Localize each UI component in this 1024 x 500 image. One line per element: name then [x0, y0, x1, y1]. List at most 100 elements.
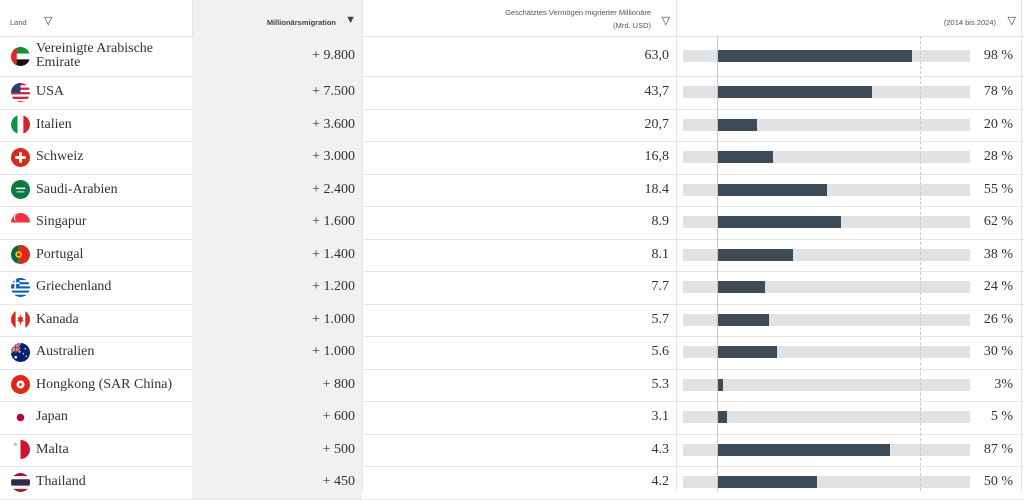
country-name: Hongkong (SAR China) [36, 376, 173, 392]
growth-bar [717, 378, 723, 391]
wealth-value: 7.7 [651, 279, 670, 295]
migration-cell-bg [192, 336, 362, 369]
migration-value: + 800 [322, 376, 355, 392]
growth-pct-label: 38 % [983, 246, 1013, 262]
singapore-flag-icon [11, 212, 30, 232]
migration-value: + 9.800 [312, 48, 355, 63]
table-row[interactable]: Hongkong (SAR China) + 800 5.3 3% [0, 368, 1024, 402]
migration-cell-bg [192, 173, 362, 206]
saudi-arabia-flag-icon [11, 180, 30, 200]
country-name: Saudi-Arabien [36, 181, 118, 197]
wealth-value: 43,7 [644, 84, 670, 100]
table-row[interactable]: Australien + 1.000 5.6 30 % [0, 336, 1024, 370]
growth-bar [717, 216, 841, 229]
country-name: Griechenland [36, 279, 112, 295]
country-name: Vereinigte Arabische Emirate [36, 41, 154, 70]
growth-bar-track [683, 476, 970, 489]
growth-pct-label: 24 % [983, 279, 1013, 295]
migration-value: + 1.400 [312, 246, 355, 262]
growth-pct-label: 26 % [983, 311, 1013, 327]
wealth-value: 16,8 [644, 149, 670, 165]
column-divider [676, 0, 677, 491]
growth-pct-label: 3% [994, 376, 1013, 392]
country-name: Thailand [36, 474, 86, 490]
sort-filled-triangle-icon[interactable]: ▼ [345, 14, 356, 26]
migration-cell-bg [192, 141, 362, 174]
table-row[interactable]: Saudi-Arabien + 2.400 18.4 55 % [0, 173, 1024, 207]
table-row[interactable]: Schweiz + 3.000 16,8 28 % [0, 141, 1024, 175]
wealth-value: 5.7 [651, 311, 670, 327]
column-divider [362, 0, 363, 491]
growth-bar-track [683, 313, 970, 326]
migration-cell-bg [192, 238, 362, 271]
table-row[interactable]: Griechenland + 1.200 7.7 24 % [0, 271, 1024, 305]
table-row[interactable]: Vereinigte Arabische Emirate + 9.800 63,0 9… [0, 36, 1024, 77]
table-row[interactable]: Singapur + 1.600 8.9 62 % [0, 206, 1024, 240]
growth-pct-label: 5 % [990, 409, 1013, 425]
growth-pct-label: 78 % [983, 84, 1013, 100]
table-row[interactable]: Thailand + 450 4.2 50 % [0, 466, 1024, 500]
migration-cell-bg [192, 303, 362, 336]
migration-cell-bg [192, 368, 362, 401]
header-growth[interactable]: (2014 bis 2024) ▽ [676, 0, 1024, 36]
country-name: Kanada [36, 311, 79, 327]
migration-value: + 3.000 [312, 149, 355, 165]
country-name: Australien [36, 344, 95, 360]
column-divider [1021, 0, 1022, 491]
header-land-label: Land [10, 18, 27, 27]
growth-bar-track [683, 183, 970, 196]
header-migration[interactable]: Millionärsmigration ▼ [192, 0, 362, 36]
migration-value: + 450 [322, 474, 355, 490]
table-row[interactable]: Malta + 500 4.3 87 % [0, 433, 1024, 467]
migration-value: + 1.200 [312, 279, 355, 295]
canada-flag-icon [11, 310, 30, 330]
growth-pct-label: 87 % [983, 441, 1013, 457]
migration-value: + 2.400 [312, 181, 355, 197]
migration-cell-bg [192, 206, 362, 239]
migration-cell-bg [192, 401, 362, 434]
usa-flag-icon [11, 82, 30, 102]
table-row[interactable]: Italien + 3.600 20,7 20 % [0, 108, 1024, 142]
migration-value: + 3.600 [312, 116, 355, 132]
growth-pct-label: 20 % [983, 116, 1013, 132]
growth-bar-track [683, 346, 970, 359]
migration-value: + 600 [322, 409, 355, 425]
switzerland-flag-icon [11, 147, 30, 167]
greece-flag-icon [11, 277, 30, 297]
sort-outline-triangle-icon[interactable]: ▽ [661, 15, 670, 27]
wealth-value: 63,0 [644, 48, 670, 63]
country-name: Japan [36, 409, 68, 425]
migration-cell-bg [192, 108, 362, 141]
header-wealth[interactable]: Geschätztes Vermögen migrierter Millionä… [362, 0, 676, 36]
growth-bar-track [683, 281, 970, 294]
sort-outline-triangle-icon[interactable]: ▽ [44, 15, 53, 27]
migration-cell-bg [192, 271, 362, 304]
wealth-value: 5.6 [651, 344, 670, 360]
header-migration-label: Millionärsmigration [266, 18, 336, 27]
table-row[interactable]: Portugal + 1.400 8.1 38 % [0, 238, 1024, 272]
bar-reference-line [920, 36, 921, 491]
migration-cell-bg [192, 433, 362, 466]
growth-bar [717, 281, 765, 294]
table-header: Land ▽ Millionärsmigration ▼ Geschätztes… [0, 0, 1024, 37]
hong-kong-flag-icon [11, 375, 30, 395]
bar-baseline [717, 36, 718, 491]
table-row[interactable]: USA + 7.500 43,7 78 % [0, 76, 1024, 110]
table-row[interactable]: Japan + 600 3.1 5 % [0, 401, 1024, 435]
growth-bar [717, 86, 872, 99]
wealth-value: 4.3 [651, 441, 670, 457]
header-land[interactable]: Land ▽ [0, 0, 192, 36]
growth-bar-track [683, 118, 970, 131]
growth-bar-track [683, 443, 970, 456]
growth-bar-track [683, 378, 970, 391]
table-row[interactable]: Kanada + 1.000 5.7 26 % [0, 303, 1024, 337]
country-name: Singapur [36, 214, 87, 230]
sort-outline-triangle-icon[interactable]: ▽ [1007, 15, 1016, 27]
thailand-flag-icon [11, 472, 30, 492]
australia-flag-icon [11, 342, 30, 362]
growth-bar [717, 313, 769, 326]
wealth-value: 8.1 [651, 246, 670, 262]
country-name: Malta [36, 441, 69, 457]
growth-bar-track [683, 216, 970, 229]
